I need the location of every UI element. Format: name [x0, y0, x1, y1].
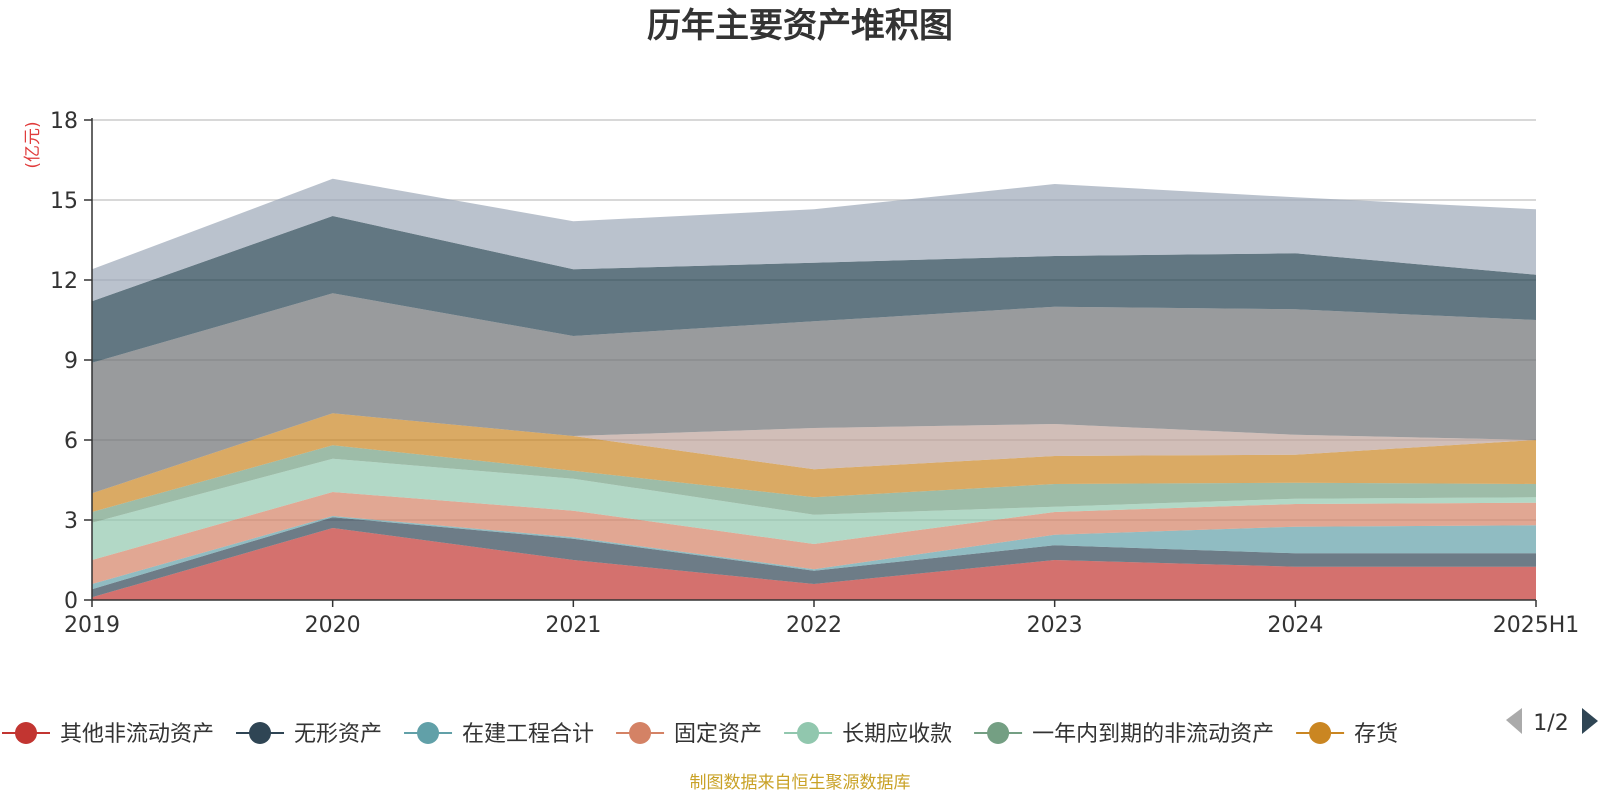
legend-label: 其他非流动资产 [60, 722, 214, 747]
legend-circle-icon [1309, 722, 1332, 744]
area-series [92, 445, 1536, 523]
area-series [92, 293, 1536, 494]
area-series [92, 492, 1536, 584]
legend-label: 长期应收款 [842, 722, 952, 747]
x-tick-label: 2023 [1027, 613, 1083, 638]
y-axis-unit-label: (亿元) [23, 121, 43, 168]
legend: 其他非流动资产 无形资产 在建工程合计 固定资产 长期应收款 一年内到期的非流动资产 存货 [2, 722, 1398, 747]
y-tick-label: 0 [64, 589, 78, 614]
legend-circle-icon [797, 722, 820, 744]
x-tick-label: 2021 [545, 613, 601, 638]
legend-pager: 1/2 [1506, 708, 1598, 736]
area-series [92, 413, 1536, 494]
legend-item[interactable]: 存货 [1296, 722, 1398, 747]
legend-circle-icon [249, 722, 272, 744]
legend-label: 一年内到期的非流动资产 [1032, 722, 1274, 747]
x-tick-label: 2022 [786, 613, 842, 638]
area-series [92, 458, 1536, 560]
area-series [92, 413, 1536, 512]
legend-circle-icon [629, 722, 652, 744]
legend-circle-icon [15, 722, 37, 744]
legend-circle-icon [417, 722, 440, 744]
area-series [92, 517, 1536, 598]
legend-label: 存货 [1354, 722, 1398, 747]
stacked-areas [92, 178, 1536, 600]
data-source-note: 制图数据来自恒生聚源数据库 [690, 773, 911, 793]
legend-item[interactable]: 其他非流动资产 [2, 722, 214, 747]
y-tick-label: 18 [50, 109, 78, 134]
y-tick-label: 9 [64, 349, 78, 374]
legend-item[interactable]: 固定资产 [616, 722, 762, 747]
y-tick-label: 6 [64, 429, 78, 454]
area-series [92, 516, 1536, 590]
area-series [92, 216, 1536, 363]
area-series [92, 528, 1536, 600]
legend-label: 在建工程合计 [462, 722, 594, 747]
legend-page-indicator: 1/2 [1533, 711, 1568, 736]
chart-title: 历年主要资产堆积图 [647, 6, 953, 46]
y-tick-label: 3 [64, 509, 78, 534]
legend-label: 固定资产 [674, 722, 762, 747]
legend-label: 无形资产 [294, 722, 382, 747]
x-tick-label: 2019 [64, 613, 120, 638]
legend-circle-icon [987, 722, 1010, 744]
legend-item[interactable]: 在建工程合计 [404, 722, 594, 747]
legend-item[interactable]: 一年内到期的非流动资产 [974, 722, 1274, 747]
x-tick-label: 2024 [1267, 613, 1323, 638]
legend-item[interactable]: 无形资产 [236, 722, 382, 747]
y-tick-label: 15 [50, 189, 78, 214]
x-tick-label: 2020 [305, 613, 361, 638]
area-series [92, 178, 1536, 302]
axes: 0 3 6 9 12 15 18 2019 2020 2021 2022 2023 2024 2025H1 [50, 109, 1579, 638]
x-tick-label: 2025H1 [1493, 613, 1580, 638]
legend-next-page-icon[interactable] [1582, 708, 1598, 734]
y-tick-label: 12 [50, 269, 78, 294]
legend-item[interactable]: 长期应收款 [784, 722, 952, 747]
legend-prev-page-icon[interactable] [1506, 708, 1522, 734]
